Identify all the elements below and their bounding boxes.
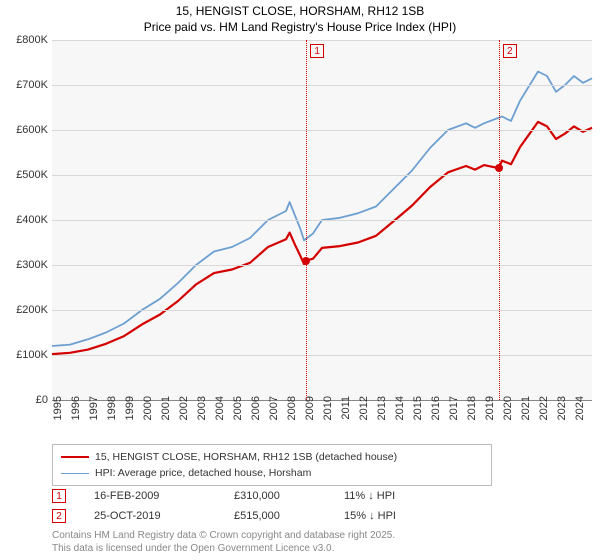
marker-box-1: 1 — [310, 44, 324, 58]
gridline-h — [52, 85, 592, 86]
legend-label-hpi: HPI: Average price, detached house, Hors… — [95, 467, 311, 479]
event-price: £310,000 — [234, 490, 344, 502]
marker-line-2 — [499, 40, 500, 400]
event-date: 25-OCT-2019 — [94, 510, 234, 522]
y-axis-label: £100K — [0, 349, 48, 361]
marker-dot-1 — [302, 257, 310, 265]
event-num-box: 1 — [52, 489, 66, 503]
x-axis-label: 2006 — [250, 396, 262, 436]
y-axis-label: £300K — [0, 259, 48, 271]
y-axis-label: £200K — [0, 304, 48, 316]
chart-plot-area: £0£100K£200K£300K£400K£500K£600K£700K£80… — [52, 40, 592, 400]
legend-swatch-price-paid — [61, 456, 89, 458]
x-axis-label: 1998 — [106, 396, 118, 436]
x-axis-label: 2008 — [286, 396, 298, 436]
series-hpi — [52, 72, 592, 347]
x-axis-label: 1996 — [70, 396, 82, 436]
x-axis-label: 2018 — [466, 396, 478, 436]
x-axis-label: 2017 — [448, 396, 460, 436]
events-table: 1 16-FEB-2009£310,00011% ↓ HPI 2 25-OCT-201… — [52, 486, 572, 526]
gridline-h — [52, 265, 592, 266]
y-axis-label: £800K — [0, 34, 48, 46]
y-axis-label: £500K — [0, 169, 48, 181]
x-axis-label: 2011 — [340, 396, 352, 436]
x-axis-label: 2021 — [520, 396, 532, 436]
gridline-h — [52, 355, 592, 356]
x-axis-label: 2002 — [178, 396, 190, 436]
y-axis-label: £400K — [0, 214, 48, 226]
chart-title: 15, HENGIST CLOSE, HORSHAM, RH12 1SB Pri… — [0, 0, 600, 35]
gridline-h — [52, 175, 592, 176]
event-num-box: 2 — [52, 509, 66, 523]
x-axis-label: 2015 — [412, 396, 424, 436]
x-axis-label: 1995 — [52, 396, 64, 436]
gridline-h — [52, 40, 592, 41]
gridline-h — [52, 220, 592, 221]
x-axis-label: 2001 — [160, 396, 172, 436]
x-axis-label: 2010 — [322, 396, 334, 436]
x-axis-label: 1997 — [88, 396, 100, 436]
legend-row-hpi: HPI: Average price, detached house, Hors… — [61, 465, 483, 481]
chart-footer: Contains HM Land Registry data © Crown c… — [52, 530, 572, 555]
x-axis-label: 2012 — [358, 396, 370, 436]
legend-label-price-paid: 15, HENGIST CLOSE, HORSHAM, RH12 1SB (de… — [95, 451, 397, 463]
gridline-h — [52, 130, 592, 131]
event-row: 2 25-OCT-2019£515,00015% ↓ HPI — [52, 506, 572, 526]
x-axis-label: 2024 — [574, 396, 586, 436]
y-axis-label: £600K — [0, 124, 48, 136]
event-diff: 11% ↓ HPI — [344, 490, 572, 502]
title-line2: Price paid vs. HM Land Registry's House … — [0, 20, 600, 36]
series-price-paid — [52, 122, 592, 354]
x-axis-label: 2003 — [196, 396, 208, 436]
x-axis-label: 2004 — [214, 396, 226, 436]
marker-dot-2 — [495, 164, 503, 172]
x-axis-label: 2000 — [142, 396, 154, 436]
chart-legend: 15, HENGIST CLOSE, HORSHAM, RH12 1SB (de… — [52, 444, 492, 486]
legend-swatch-hpi — [61, 473, 89, 474]
x-axis-label: 2005 — [232, 396, 244, 436]
event-row: 1 16-FEB-2009£310,00011% ↓ HPI — [52, 486, 572, 506]
y-axis-label: £0 — [0, 394, 48, 406]
x-axis-label: 2014 — [394, 396, 406, 436]
event-price: £515,000 — [234, 510, 344, 522]
title-line1: 15, HENGIST CLOSE, HORSHAM, RH12 1SB — [0, 4, 600, 20]
legend-row-price-paid: 15, HENGIST CLOSE, HORSHAM, RH12 1SB (de… — [61, 449, 483, 465]
gridline-h — [52, 310, 592, 311]
x-axis-label: 2020 — [502, 396, 514, 436]
chart-container: 15, HENGIST CLOSE, HORSHAM, RH12 1SB Pri… — [0, 0, 600, 560]
marker-line-1 — [306, 40, 307, 400]
x-axis-label: 2016 — [430, 396, 442, 436]
x-axis-label: 2013 — [376, 396, 388, 436]
event-diff: 15% ↓ HPI — [344, 510, 572, 522]
x-axis-label: 2019 — [484, 396, 496, 436]
event-date: 16-FEB-2009 — [94, 490, 234, 502]
y-axis-label: £700K — [0, 79, 48, 91]
x-axis-label: 2023 — [556, 396, 568, 436]
footer-line2: This data is licensed under the Open Gov… — [52, 543, 572, 556]
marker-box-2: 2 — [503, 44, 517, 58]
x-axis-label: 2009 — [304, 396, 316, 436]
x-axis-label: 2007 — [268, 396, 280, 436]
footer-line1: Contains HM Land Registry data © Crown c… — [52, 530, 572, 543]
x-axis-label: 2022 — [538, 396, 550, 436]
x-axis-label: 1999 — [124, 396, 136, 436]
